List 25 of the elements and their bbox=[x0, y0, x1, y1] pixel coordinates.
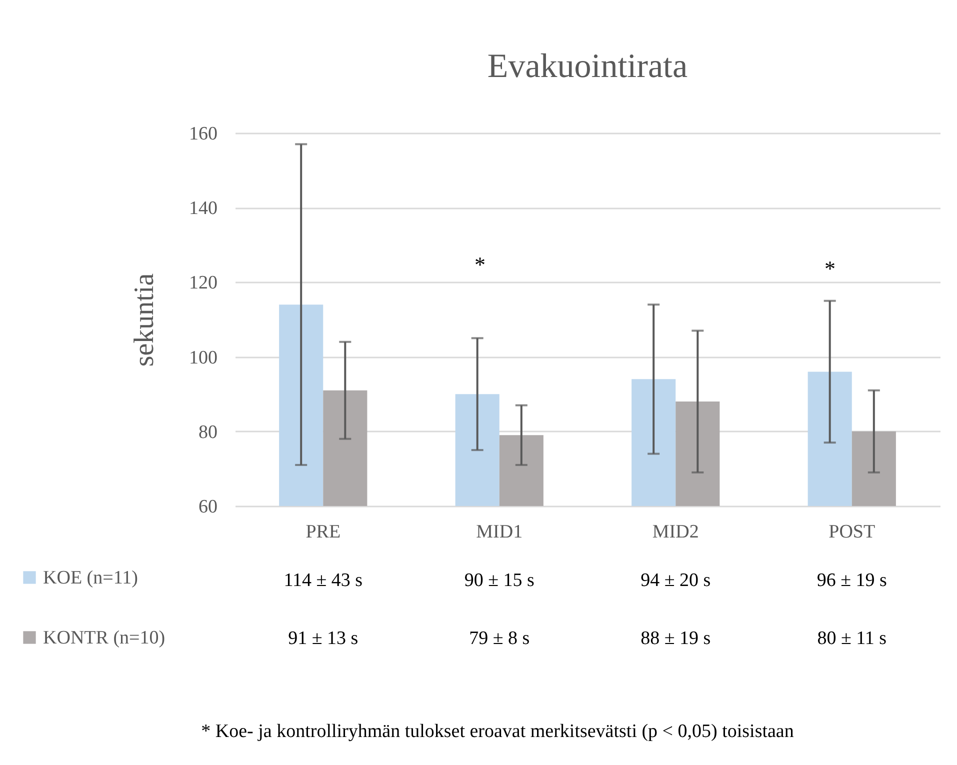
data-label: 114 ± 43 s bbox=[284, 570, 363, 591]
x-tick-label: MID2 bbox=[652, 522, 699, 542]
data-label: 90 ± 15 s bbox=[464, 570, 534, 591]
x-tick-label: POST bbox=[828, 522, 876, 542]
data-label: 96 ± 19 s bbox=[816, 570, 887, 591]
annotation: * bbox=[474, 252, 486, 277]
chart-title: Evakuointirata bbox=[487, 48, 688, 85]
y-tick-label: 80 bbox=[198, 422, 218, 443]
y-tick-label: 100 bbox=[189, 347, 218, 368]
y-tick-label: 140 bbox=[189, 198, 218, 220]
data-label: 80 ± 11 s bbox=[817, 628, 887, 649]
x-tick-label: PRE bbox=[306, 522, 341, 542]
y-tick-label: 120 bbox=[189, 272, 218, 294]
y-tick-label: 60 bbox=[198, 496, 218, 518]
legend-label: KONTR (n=10) bbox=[43, 628, 166, 648]
legend-label: KOE (n=11) bbox=[43, 568, 138, 588]
data-label: 91 ± 13 s bbox=[288, 628, 358, 649]
annotation: * bbox=[824, 256, 836, 281]
data-label: 88 ± 19 s bbox=[640, 628, 711, 649]
y-tick-label: 160 bbox=[189, 124, 218, 144]
text: * Koe- ja kontrolliryhmän tulokset eroavat merkitsevätsti (p < 0,05) toisistaan bbox=[201, 721, 794, 742]
x-tick-label: MID1 bbox=[476, 522, 523, 542]
y-axis-title: sekuntia bbox=[129, 272, 160, 367]
data-label: 94 ± 20 s bbox=[640, 570, 711, 591]
data-label: 79 ± 8 s bbox=[469, 628, 530, 649]
